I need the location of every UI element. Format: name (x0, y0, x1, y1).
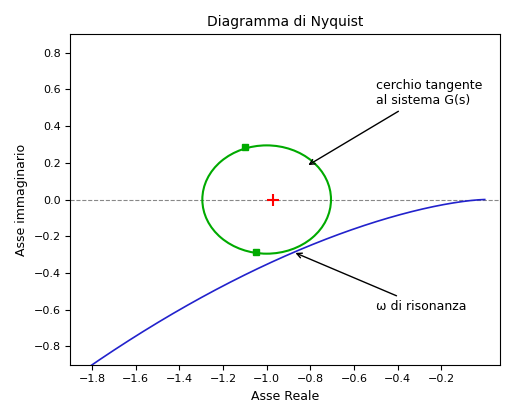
Text: ω di risonanza: ω di risonanza (297, 253, 466, 313)
Title: Diagramma di Nyquist: Diagramma di Nyquist (207, 15, 364, 29)
Text: cerchio tangente
al sistema G(s): cerchio tangente al sistema G(s) (310, 79, 482, 164)
X-axis label: Asse Reale: Asse Reale (251, 390, 319, 403)
Y-axis label: Asse immaginario: Asse immaginario (15, 143, 28, 255)
